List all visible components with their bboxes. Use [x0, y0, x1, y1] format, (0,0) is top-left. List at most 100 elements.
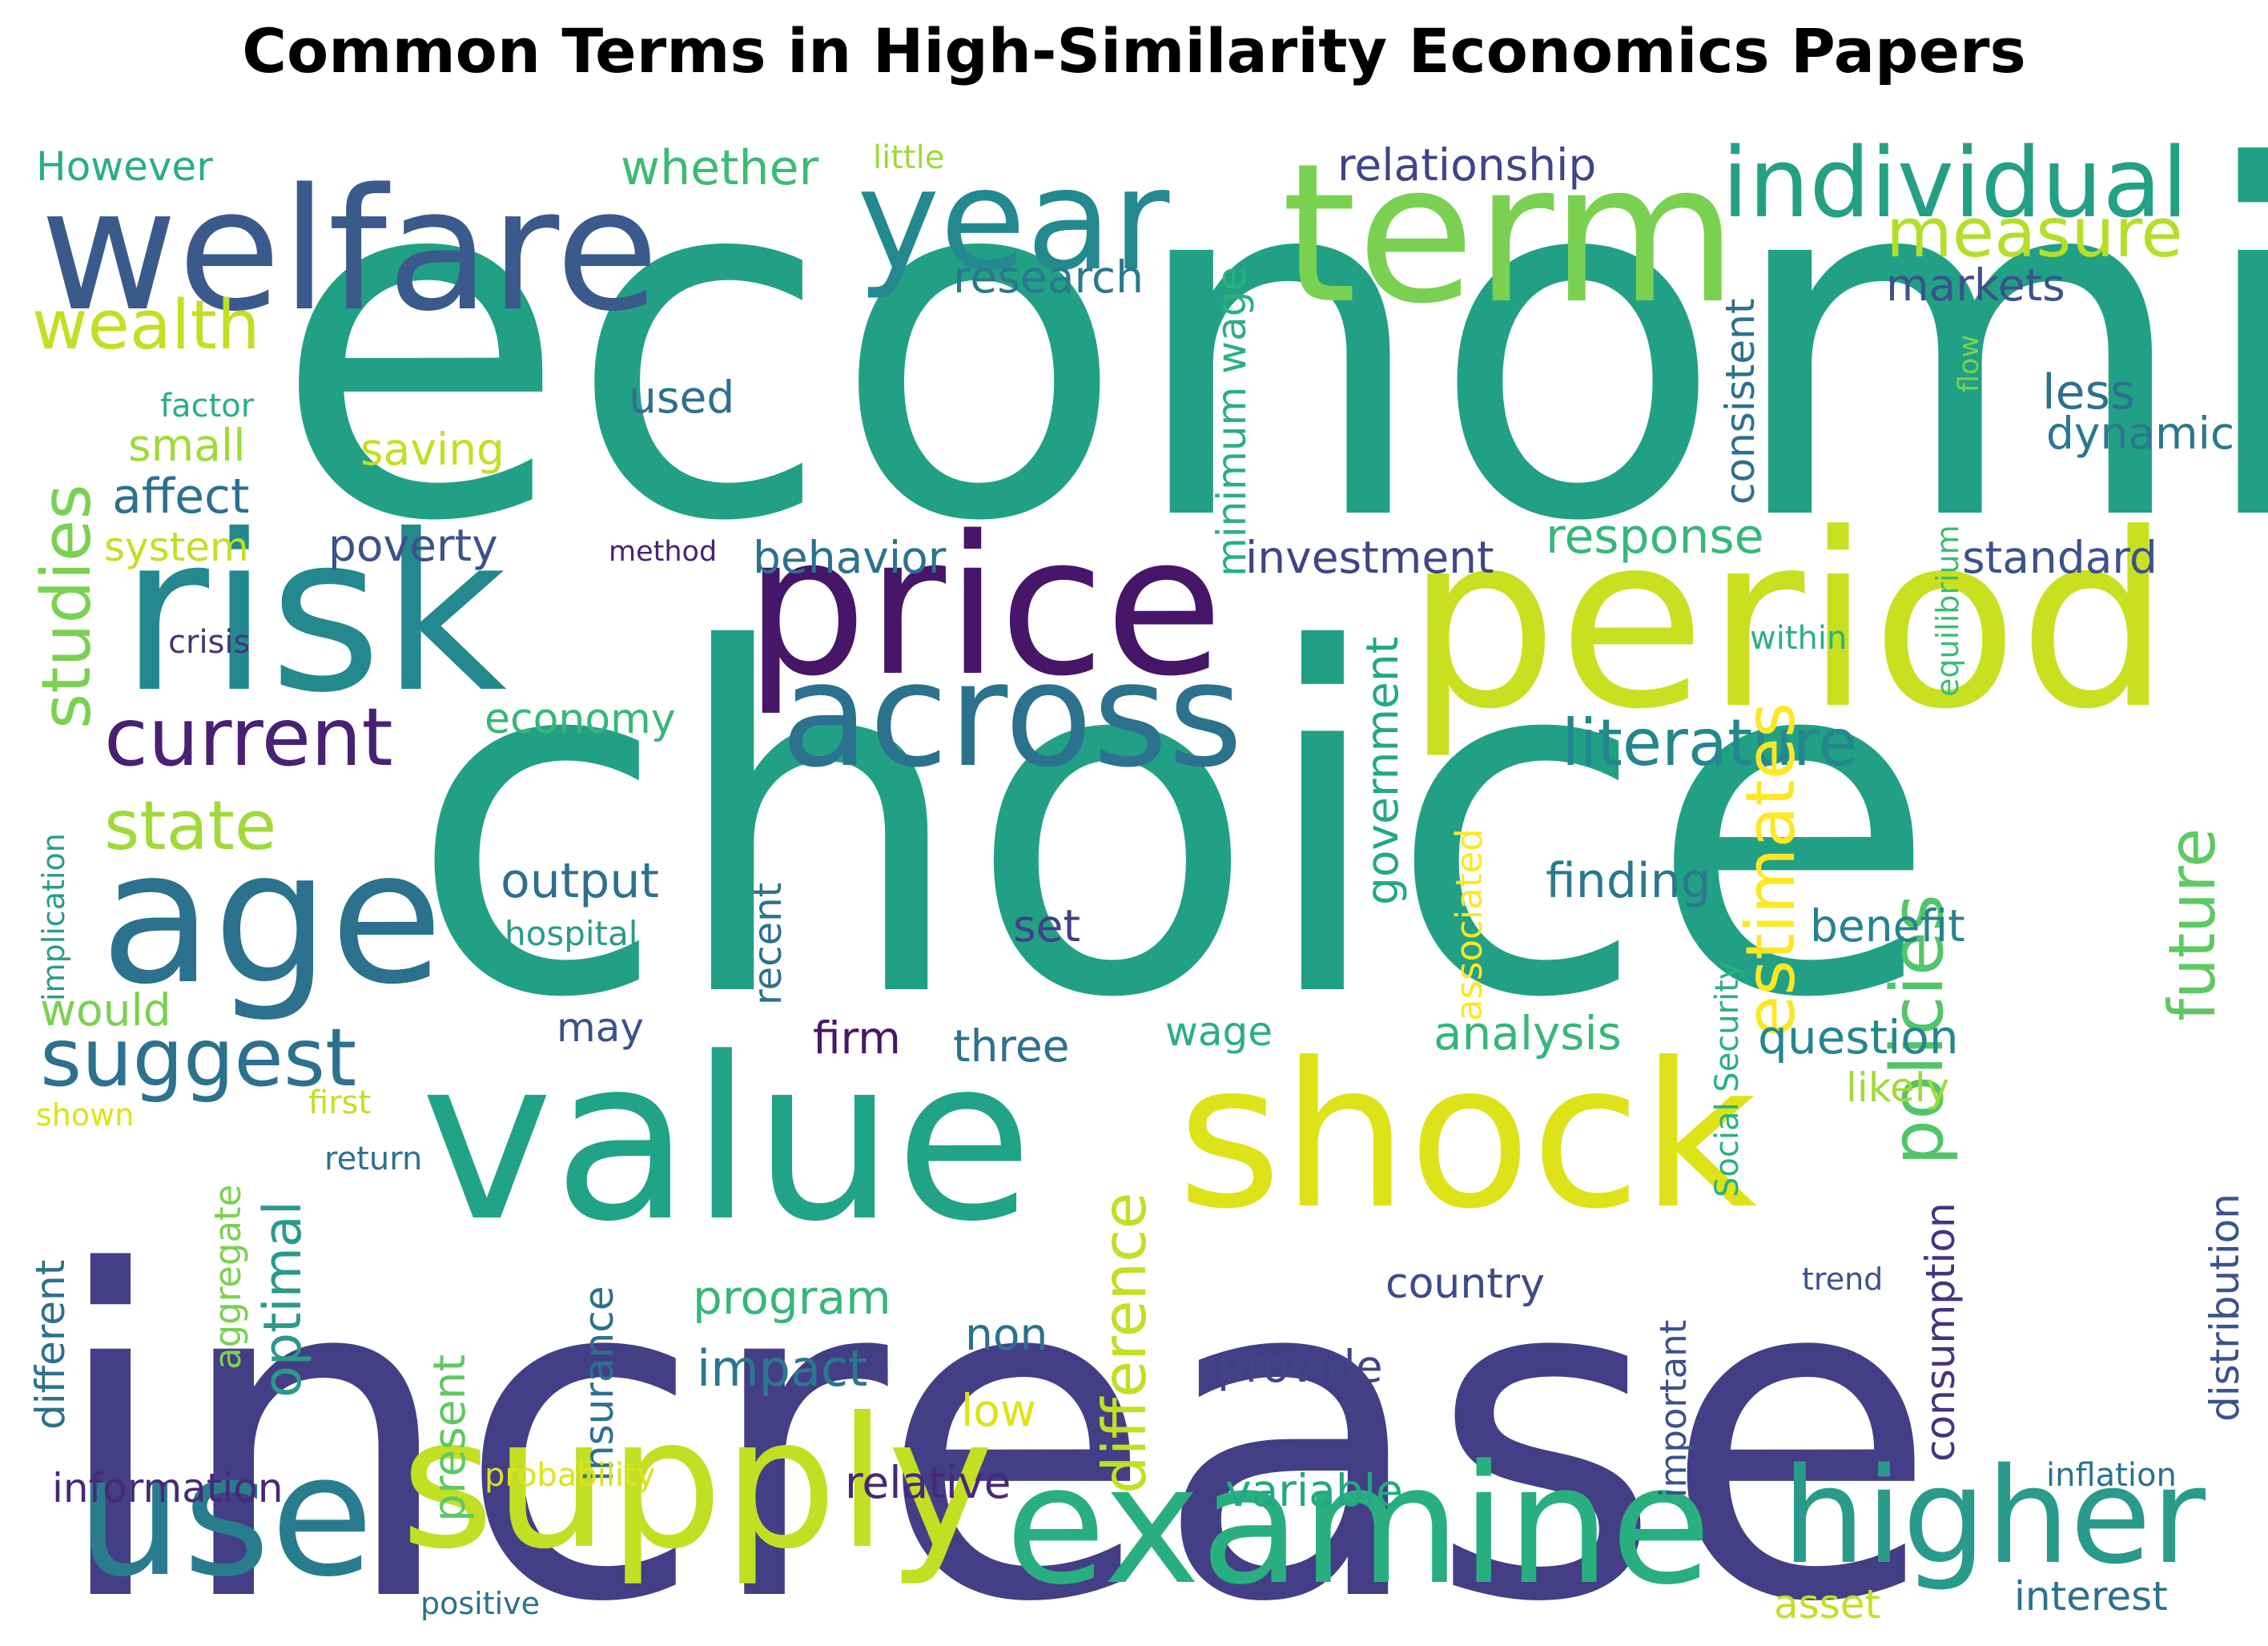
word-whether: whether: [621, 140, 818, 196]
word-benefit: benefit: [1810, 900, 1965, 952]
word-important: important: [1652, 1320, 1695, 1498]
word-flow: flow: [1953, 335, 1985, 392]
word-associated: associated: [1448, 828, 1490, 1021]
word-analysis: analysis: [1434, 1006, 1622, 1060]
word-system: system: [104, 524, 249, 570]
word-higher: higher: [1782, 1439, 2206, 1593]
word-set: set: [1013, 900, 1080, 952]
word-value: value: [420, 1010, 1033, 1271]
word-country: country: [1385, 1260, 1545, 1308]
word-term: term: [1281, 122, 1738, 346]
word-little: little: [873, 139, 944, 176]
word-future: future: [2155, 828, 2230, 1021]
word-variable: variable: [1225, 1465, 1403, 1516]
word-affect: affect: [112, 469, 250, 525]
word-inflation: inflation: [2046, 1457, 2177, 1494]
word-positive: positive: [420, 1586, 540, 1621]
word-would: would: [40, 984, 171, 1036]
word-within: within: [1750, 620, 1847, 657]
page-title: Common Terms in High-Similarity Economic…: [242, 15, 2026, 87]
word-present: present: [424, 1354, 475, 1522]
word-price: price: [745, 494, 1223, 718]
word-low: low: [961, 1385, 1036, 1436]
word-suggest: suggest: [40, 1011, 356, 1105]
word-used: used: [629, 372, 734, 423]
word-different: different: [27, 1260, 74, 1430]
word-welfare: welfare: [40, 152, 659, 348]
word-standard: standard: [1962, 532, 2157, 583]
word-finding: finding: [1546, 853, 1711, 909]
word-question: question: [1758, 1010, 1959, 1064]
word-implication: implication: [36, 833, 71, 1001]
word-studies: studies: [27, 484, 107, 729]
word-age: age: [100, 811, 443, 1025]
word-recent: recent: [746, 883, 790, 1005]
word-research: research: [953, 252, 1144, 303]
word-state: state: [104, 787, 276, 866]
word-dynamic: dynamic: [2046, 408, 2234, 459]
word-shown: shown: [36, 1097, 134, 1133]
word-period: period: [1405, 482, 2171, 762]
word-small: small: [128, 420, 246, 471]
word-across: across: [781, 632, 1243, 799]
word-information: information: [52, 1465, 284, 1511]
word-method: method: [609, 536, 717, 568]
word-literature: literature: [1562, 706, 1857, 780]
word-examine: examine: [1005, 1431, 1711, 1621]
word-measure: measure: [1886, 194, 2183, 273]
word-minimum-wage: minimum wage: [1208, 267, 1255, 577]
word-optimal: optimal: [253, 1201, 313, 1398]
word-consistent: consistent: [1717, 299, 1763, 505]
word-markets: markets: [1886, 260, 2065, 311]
word-individual: individual: [1722, 128, 2188, 239]
word-consumption: consumption: [1917, 1202, 1964, 1462]
word-relationship: relationship: [1337, 139, 1596, 191]
word-government: government: [1357, 637, 1408, 905]
word-policies: policies: [1876, 894, 1960, 1165]
word-provide: provide: [1217, 1341, 1383, 1392]
word-social-security: Social Security: [1709, 960, 1746, 1197]
word-estimates: estimates: [1731, 702, 1811, 1037]
word-current: current: [104, 690, 393, 784]
word-less: less: [2042, 364, 2135, 421]
word-difference: difference: [1089, 1192, 1160, 1494]
word-relative: relative: [845, 1457, 1011, 1508]
word-increase: increase: [48, 1178, 1938, 1646]
word-firm: firm: [813, 1012, 901, 1064]
word-poverty: poverty: [328, 520, 498, 571]
word-however: However: [36, 143, 213, 190]
word-crisis: crisis: [168, 624, 250, 661]
word-likely: likely: [1846, 1064, 1949, 1111]
word-impact: impact: [697, 1339, 867, 1398]
word-behavior: behavior: [753, 532, 947, 583]
word-choice: choice: [408, 551, 1939, 1101]
word-trend: trend: [1802, 1262, 1883, 1297]
word-three: three: [953, 1020, 1070, 1072]
word-interest: interest: [2014, 1573, 2168, 1620]
word-asset: asset: [1774, 1581, 1880, 1628]
word-response: response: [1546, 509, 1764, 565]
word-may: may: [557, 1004, 644, 1051]
word-year: year: [857, 139, 1169, 302]
word-output: output: [501, 853, 659, 909]
word-risk: risk: [120, 488, 507, 740]
word-factor: factor: [160, 388, 255, 425]
word-equilibrium: equilibrium: [1930, 525, 1965, 697]
word-supply: supply: [400, 1379, 994, 1589]
word-wealth: wealth: [32, 286, 260, 365]
word-first: first: [308, 1085, 371, 1121]
word-wage: wage: [1165, 1008, 1273, 1055]
word-non: non: [965, 1309, 1048, 1360]
word-distribution: distribution: [2202, 1193, 2248, 1422]
word-saving: saving: [360, 424, 505, 475]
word-return: return: [324, 1141, 422, 1177]
word-use: use: [76, 1418, 374, 1614]
word-economy: economy: [485, 695, 676, 743]
word-program: program: [693, 1270, 891, 1325]
word-shock: shock: [1177, 1020, 1757, 1253]
word-probability: probability: [485, 1457, 655, 1494]
word-investment: investment: [1245, 532, 1494, 583]
word-insurance: insurance: [576, 1286, 622, 1482]
